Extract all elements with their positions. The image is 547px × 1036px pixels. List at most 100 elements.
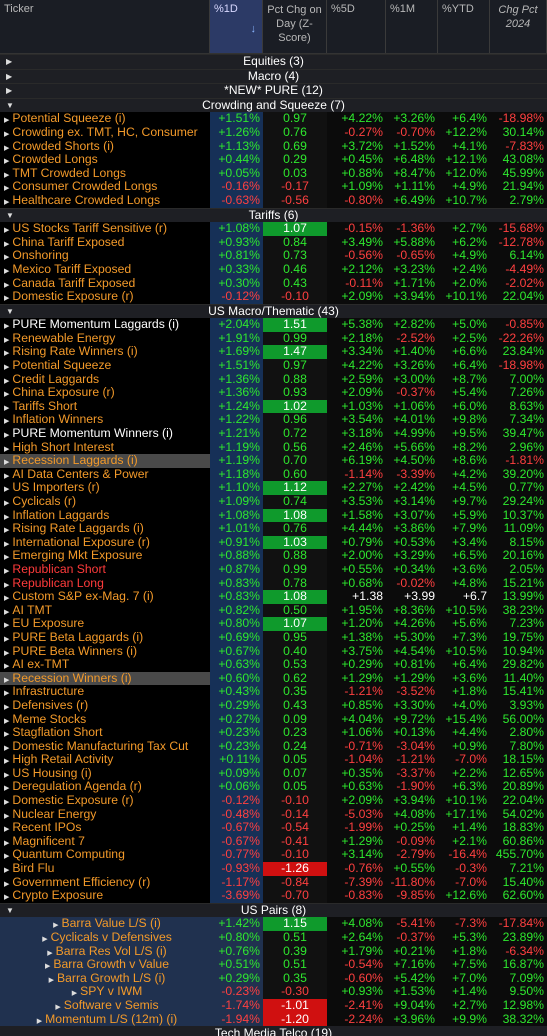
row-ticker-name[interactable]: ▶ Potential Squeeze (i) [0,112,210,126]
table-row[interactable]: ▶ Custom S&P ex-Mag. 7 (i) +0.83% 1.08 +1.38… [0,590,547,604]
row-ticker-name[interactable]: ▶ Onshoring [0,249,210,263]
table-row[interactable]: ▶ Rising Rate Laggards (i) +1.01% 0.76 +4.44… [0,522,547,536]
row-ticker-name[interactable]: ▶ AI Data Centers & Power [0,468,210,482]
row-ticker-name[interactable]: ▶ Quantum Computing [0,848,210,862]
table-row[interactable]: ▶ Mexico Tariff Exposed +0.33% 0.46 +2.12% +3… [0,262,547,277]
group-header[interactable]: ▶ Macro (4) [0,68,547,84]
row-ticker-name[interactable]: ▶ Rising Rate Winners (i) [0,345,210,359]
table-row[interactable]: ▶ Barra Value L/S (i) +1.42% 1.15 +4.08% -5.4… [0,917,547,931]
table-row[interactable]: ▶ Domestic Manufacturing Tax Cut +0.23% 0.2… [0,739,547,754]
row-ticker-name[interactable]: ▶ High Short Interest [0,441,210,455]
table-row[interactable]: ▶ SPY v IWM -0.23% -0.30 +0.93% +1.53% +1.4% 9.… [0,985,547,999]
row-ticker-name[interactable]: ▶ Crypto Exposure [0,889,210,903]
table-row[interactable]: ▶ Stagflation Short +0.23% 0.23 +1.06% +0.13%… [0,725,547,740]
table-row[interactable]: ▶ Onshoring +0.81% 0.73 -0.56% -0.65% +4.9% 6.1… [0,249,547,263]
table-row[interactable]: ▶ High Short Interest +1.19% 0.56 +2.46% +5.6… [0,440,547,455]
table-row[interactable]: ▶ Renewable Energy +1.91% 0.99 +2.18% -2.52% +… [0,331,547,346]
row-ticker-name[interactable]: ▶ Stagflation Short [0,726,210,740]
row-ticker-name[interactable]: ▶ PURE Beta Winners (i) [0,645,210,659]
table-row[interactable]: ▶ Cyclicals v Defensives +0.80% 0.51 +2.64% -… [0,930,547,945]
table-row[interactable]: ▶ High Retail Activity +0.11% 0.05 -1.04% -1.… [0,753,547,767]
table-row[interactable]: ▶ Infrastructure +0.43% 0.35 -1.21% -3.52% +1.… [0,685,547,699]
row-ticker-name[interactable]: ▶ Potential Squeeze [0,359,210,373]
collapse-arrow-icon[interactable]: ▼ [6,100,14,110]
table-row[interactable]: ▶ Crypto Exposure -3.69% -0.70 -0.83% -9.85% +… [0,889,547,903]
col-header-chg2024[interactable]: Chg Pct 2024 [490,0,547,53]
row-ticker-name[interactable]: ▶ PURE Momentum Laggards (i) [0,318,210,332]
col-header-1m[interactable]: %1M [386,0,438,53]
row-ticker-name[interactable]: ▶ Recession Winners (i) [0,671,210,686]
row-ticker-name[interactable]: ▶ Tariffs Short [0,400,210,414]
table-row[interactable]: ▶ PURE Momentum Winners (i) +1.21% 0.72 +3.1… [0,426,547,441]
row-ticker-name[interactable]: ▶ Deregulation Agenda (r) [0,780,210,794]
row-ticker-name[interactable]: ▶ TMT Crowded Longs [0,167,210,181]
table-row[interactable]: ▶ PURE Beta Winners (i) +0.67% 0.40 +3.75% +4… [0,644,547,659]
table-row[interactable]: ▶ Barra Growth v Value +0.51% 0.51 -0.54% +7.… [0,958,547,972]
row-ticker-name[interactable]: ▶ Defensives (r) [0,699,210,713]
row-ticker-name[interactable]: ▶ US Stocks Tariff Sensitive (r) [0,222,210,236]
table-row[interactable]: ▶ Canada Tariff Exposed +0.30% 0.43 -0.11% +1… [0,276,547,291]
row-ticker-name[interactable]: ▶ Government Efficiency (r) [0,876,210,890]
row-ticker-name[interactable]: ▶ Barra Growth L/S (i) [0,971,210,986]
row-ticker-name[interactable]: ▶ Crowded Longs [0,153,210,167]
table-row[interactable]: ▶ Software v Semis -1.74% -1.01 -2.41% +9.04%… [0,998,547,1013]
row-ticker-name[interactable]: ▶ Recent IPOs [0,821,210,835]
row-ticker-name[interactable]: ▶ Inflation Winners [0,413,210,427]
row-ticker-name[interactable]: ▶ Domestic Exposure (r) [0,290,210,304]
expand-arrow-icon[interactable]: ▶ [6,71,13,81]
row-ticker-name[interactable]: ▶ Republican Short [0,563,210,577]
row-ticker-name[interactable]: ▶ High Retail Activity [0,753,210,767]
row-ticker-name[interactable]: ▶ Momentum L/S (12m) (i) [0,1012,210,1027]
group-header[interactable]: ▼ US Pairs (8) [0,902,547,918]
table-row[interactable]: ▶ Tariffs Short +1.24% 1.02 +1.03% +1.06% +6.0… [0,399,547,414]
table-row[interactable]: ▶ Government Efficiency (r) -1.17% -0.84 -7.… [0,875,547,890]
row-ticker-name[interactable]: ▶ Bird Flu [0,862,210,876]
table-row[interactable]: ▶ Domestic Exposure (r) -0.12% -0.10 +2.09% +… [0,289,547,304]
row-ticker-name[interactable]: ▶ Infrastructure [0,685,210,699]
col-header-ytd[interactable]: %YTD [438,0,490,53]
row-ticker-name[interactable]: ▶ Magnificent 7 [0,835,210,849]
row-ticker-name[interactable]: ▶ Renewable Energy [0,332,210,346]
table-row[interactable]: ▶ Meme Stocks +0.27% 0.09 +4.04% +9.72% +15.4%… [0,712,547,727]
row-ticker-name[interactable]: ▶ China Exposure (r) [0,386,210,400]
row-ticker-name[interactable]: ▶ Inflation Laggards [0,509,210,523]
table-row[interactable]: ▶ Recent IPOs -0.67% -0.54 -1.99% +0.25% +1.4%… [0,821,547,835]
expand-arrow-icon[interactable]: ▶ [6,86,13,96]
table-row[interactable]: ▶ Inflation Winners +1.22% 0.96 +3.54% +4.01%… [0,413,547,428]
table-row[interactable]: ▶ Crowding ex. TMT, HC, Consumer +1.26% 0.7… [0,125,547,140]
row-ticker-name[interactable]: ▶ Canada Tariff Exposed [0,277,210,291]
table-row[interactable]: ▶ Crowded Longs +0.44% 0.29 +0.45% +6.48% +12.… [0,153,547,167]
row-ticker-name[interactable]: ▶ China Tariff Exposed [0,236,210,250]
row-ticker-name[interactable]: ▶ Crowding ex. TMT, HC, Consumer [0,126,210,140]
table-row[interactable]: ▶ Healthcare Crowded Longs -0.63% -0.56 -0.8… [0,193,547,208]
table-row[interactable]: ▶ Domestic Exposure (r) -0.12% -0.10 +2.09% +… [0,793,547,808]
table-row[interactable]: ▶ PURE Beta Laggards (i) +0.69% 0.95 +1.38% +… [0,630,547,645]
row-ticker-name[interactable]: ▶ AI ex-TMT [0,658,210,672]
row-ticker-name[interactable]: ▶ EU Exposure [0,617,210,631]
table-row[interactable]: ▶ US Importers (r) +1.10% 1.12 +2.27% +2.42% +… [0,481,547,495]
row-ticker-name[interactable]: ▶ Meme Stocks [0,713,210,727]
table-row[interactable]: ▶ Inflation Laggards +1.08% 1.08 +1.58% +3.07… [0,508,547,523]
table-row[interactable]: ▶ Bird Flu -0.93% -1.26 -0.76% +0.55% -0.3% 7.2… [0,861,547,876]
col-header-ticker[interactable]: Ticker [0,0,210,53]
row-ticker-name[interactable]: ▶ Barra Growth v Value [0,958,210,972]
row-ticker-name[interactable]: ▶ PURE Momentum Winners (i) [0,427,210,441]
table-row[interactable]: ▶ Cyclicals (r) +1.09% 0.74 +3.53% +3.14% +9.7… [0,494,547,509]
table-row[interactable]: ▶ Republican Long +0.83% 0.78 +0.68% -0.02% +4… [0,576,547,591]
row-ticker-name[interactable]: ▶ US Importers (r) [0,481,210,495]
table-row[interactable]: ▶ Barra Growth L/S (i) +0.29% 0.35 -0.60% +5.… [0,971,547,986]
collapse-arrow-icon[interactable]: ▼ [6,306,14,316]
row-ticker-name[interactable]: ▶ Credit Laggards [0,373,210,387]
row-ticker-name[interactable]: ▶ Recession Laggards (i) [0,454,210,468]
row-ticker-name[interactable]: ▶ Consumer Crowded Longs [0,180,210,194]
row-ticker-name[interactable]: ▶ PURE Beta Laggards (i) [0,631,210,645]
table-row[interactable]: ▶ Crowded Shorts (i) +1.13% 0.69 +3.72% +1.52… [0,139,547,154]
table-row[interactable]: ▶ Recession Winners (i) +0.60% 0.62 +1.29% +1… [0,671,547,686]
group-header[interactable]: ▼ Crowding and Squeeze (7) [0,97,547,113]
collapse-arrow-icon[interactable]: ▼ [6,905,14,915]
table-row[interactable]: ▶ EU Exposure +0.80% 1.07 +1.20% +4.26% +5.6% 7… [0,617,547,631]
table-row[interactable]: ▶ Consumer Crowded Longs -0.16% -0.17 +1.09%… [0,180,547,194]
table-row[interactable]: ▶ Recession Laggards (i) +1.19% 0.70 +6.19% +… [0,454,547,468]
row-ticker-name[interactable]: ▶ Nuclear Energy [0,808,210,822]
table-row[interactable]: ▶ Momentum L/S (12m) (i) -1.94% -1.20 -2.24%… [0,1012,547,1027]
